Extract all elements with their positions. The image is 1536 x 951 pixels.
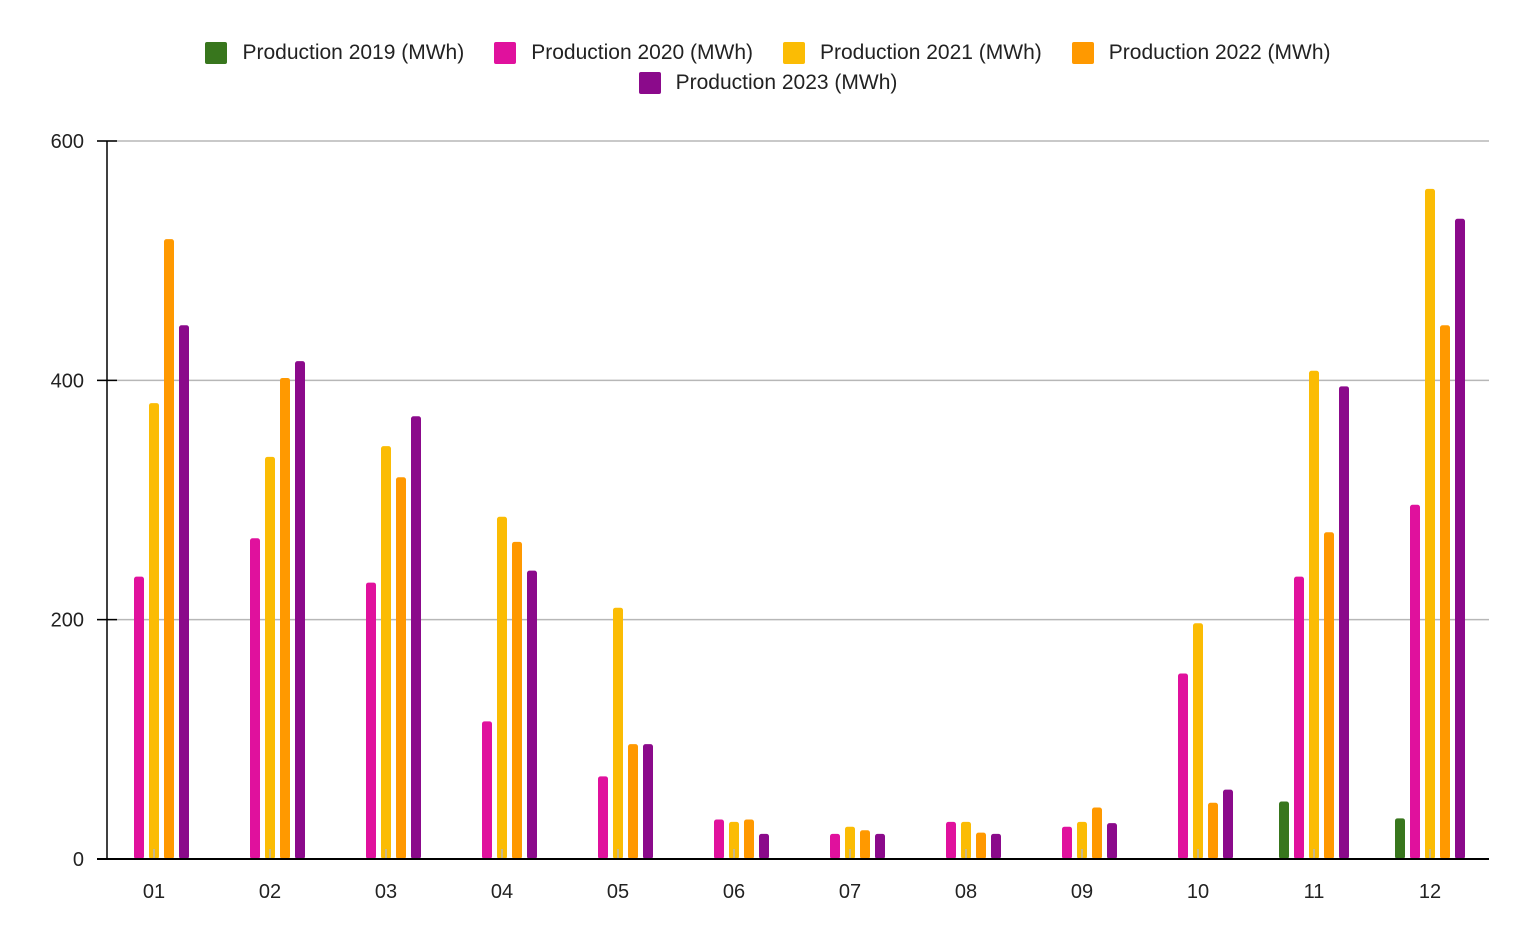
x-tick-label: 03 <box>375 881 397 903</box>
legend-label: Production 2021 (MWh) <box>820 41 1042 64</box>
bar-11-series-4[interactable] <box>1324 532 1334 859</box>
x-tick-label: 12 <box>1419 881 1441 903</box>
bar-06-series-3[interactable] <box>729 821 739 859</box>
bar-12-series-5[interactable] <box>1455 218 1465 860</box>
bar-11-series-1[interactable] <box>1279 801 1289 859</box>
bar-04-series-4[interactable] <box>512 541 522 859</box>
bar-06-series-5[interactable] <box>759 833 769 859</box>
bar-02-series-2[interactable] <box>250 538 260 859</box>
bar-03-series-3[interactable] <box>381 446 391 859</box>
legend-swatch <box>494 42 517 64</box>
bar-08-series-4[interactable] <box>976 832 986 859</box>
bar-10-series-4[interactable] <box>1208 802 1218 859</box>
bar-04-series-2[interactable] <box>482 721 492 859</box>
legend-item-5[interactable]: Production 2023 (MWh) <box>638 71 898 94</box>
bar-02-series-4[interactable] <box>280 377 290 859</box>
bar-05-series-4[interactable] <box>628 744 638 859</box>
bar-11-series-2[interactable] <box>1294 576 1304 859</box>
bar-10-series-3[interactable] <box>1193 623 1203 859</box>
bar-05-series-5[interactable] <box>643 744 653 859</box>
bar-09-series-2[interactable] <box>1062 826 1072 859</box>
bar-09-series-3[interactable] <box>1077 821 1087 859</box>
bar-10-series-2[interactable] <box>1178 673 1188 859</box>
bar-08-series-3[interactable] <box>961 821 971 859</box>
bar-12-series-2[interactable] <box>1410 504 1420 859</box>
bar-12-series-1[interactable] <box>1395 818 1405 859</box>
bar-03-series-2[interactable] <box>366 582 376 859</box>
bar-03-series-4[interactable] <box>396 477 406 859</box>
bar-06-series-2[interactable] <box>714 819 724 859</box>
bar-01-series-5[interactable] <box>179 325 189 860</box>
bar-08-series-5[interactable] <box>991 833 1001 859</box>
bar-07-series-3[interactable] <box>845 826 855 859</box>
legend-swatch <box>638 72 661 94</box>
x-tick-label: 05 <box>607 881 629 903</box>
bar-11-series-5[interactable] <box>1339 386 1349 859</box>
bar-02-series-3[interactable] <box>265 456 275 859</box>
x-tick-label: 10 <box>1187 881 1209 903</box>
bar-05-series-2[interactable] <box>598 776 608 859</box>
x-tick-label: 07 <box>839 881 861 903</box>
bar-01-series-2[interactable] <box>134 576 144 859</box>
legend-label: Production 2022 (MWh) <box>1108 41 1331 64</box>
legend-label: Production 2019 (MWh) <box>242 41 465 64</box>
legend: Production 2019 (MWh) Production 2020 (MW… <box>0 41 1536 94</box>
bar-01-series-3[interactable] <box>149 403 159 859</box>
y-tick-label: 200 <box>51 610 84 632</box>
bar-08-series-2[interactable] <box>946 821 956 859</box>
bar-12-series-4[interactable] <box>1440 325 1450 860</box>
x-tick-label: 02 <box>259 881 281 903</box>
x-tick-label: 01 <box>143 881 165 903</box>
legend-swatch <box>1071 42 1094 64</box>
bar-02-series-5[interactable] <box>295 361 305 859</box>
bar-09-series-5[interactable] <box>1107 823 1117 859</box>
y-tick-label: 400 <box>51 370 84 392</box>
bar-07-series-2[interactable] <box>830 833 840 859</box>
legend-swatch <box>205 42 228 64</box>
legend-item-4[interactable]: Production 2022 (MWh) <box>1071 41 1331 64</box>
y-tick-label: 600 <box>51 131 84 153</box>
bar-01-series-4[interactable] <box>164 239 174 860</box>
legend-swatch <box>783 42 805 64</box>
bar-10-series-5[interactable] <box>1223 789 1233 859</box>
x-tick-label: 09 <box>1071 881 1093 903</box>
x-tick-label: 08 <box>955 881 977 903</box>
x-tick-label: 04 <box>491 881 513 903</box>
x-tick-label: 11 <box>1304 881 1325 903</box>
bar-06-series-4[interactable] <box>744 819 754 859</box>
bar-09-series-4[interactable] <box>1092 807 1102 859</box>
x-tick-label: 06 <box>723 881 745 903</box>
bar-03-series-5[interactable] <box>411 416 421 859</box>
legend-item-3[interactable]: Production 2021 (MWh) <box>783 41 1042 64</box>
bar-07-series-5[interactable] <box>875 833 885 859</box>
legend-label: Production 2020 (MWh) <box>531 41 753 64</box>
y-tick-label: 0 <box>73 849 84 871</box>
legend-item-1[interactable]: Production 2019 (MWh) <box>205 41 465 64</box>
legend-label: Production 2023 (MWh) <box>675 71 898 94</box>
bar-11-series-3[interactable] <box>1309 370 1319 859</box>
bar-07-series-4[interactable] <box>860 830 870 859</box>
bar-12-series-3[interactable] <box>1425 188 1435 859</box>
bar-04-series-5[interactable] <box>527 570 537 859</box>
bar-05-series-3[interactable] <box>613 607 623 859</box>
bar-04-series-3[interactable] <box>497 516 507 859</box>
legend-item-2[interactable]: Production 2020 (MWh) <box>494 41 753 64</box>
